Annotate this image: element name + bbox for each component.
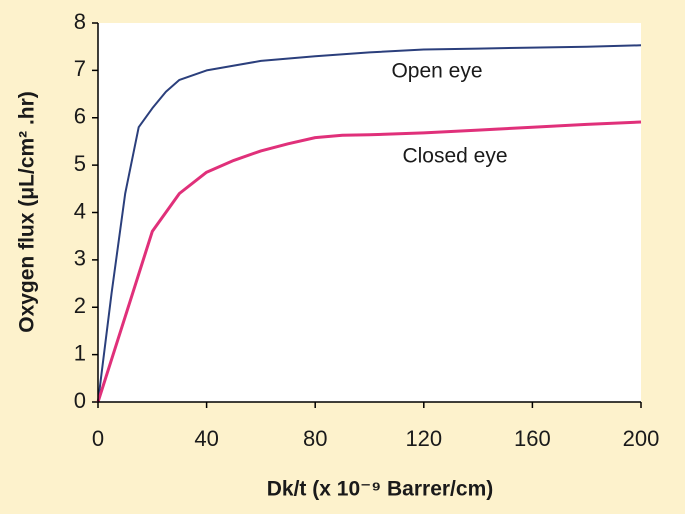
series-label: Open eye bbox=[391, 60, 482, 83]
y-tick-label: 6 bbox=[74, 104, 86, 129]
plot-area bbox=[98, 23, 641, 402]
x-axis-label: Dk/t (x 10⁻⁹ Barrer/cm) bbox=[267, 478, 493, 501]
y-tick-label: 4 bbox=[74, 198, 86, 223]
x-tick-label: 40 bbox=[194, 426, 218, 451]
series-label: Closed eye bbox=[402, 145, 507, 168]
y-tick-label: 3 bbox=[74, 246, 86, 271]
series-line bbox=[97, 44, 642, 403]
y-tick-label: 0 bbox=[74, 388, 86, 413]
x-tick-label: 160 bbox=[514, 426, 551, 451]
y-tick-label: 7 bbox=[74, 56, 86, 81]
x-tick-label: 0 bbox=[92, 426, 104, 451]
x-tick-label: 200 bbox=[623, 426, 660, 451]
y-tick-label: 1 bbox=[74, 340, 86, 365]
series-line bbox=[96, 120, 642, 403]
y-tick-label: 8 bbox=[74, 9, 86, 34]
x-tick-label: 120 bbox=[405, 426, 442, 451]
y-tick-label: 5 bbox=[74, 151, 86, 176]
y-axis-label: Oxygen flux (μL/cm² .hr) bbox=[16, 91, 39, 333]
x-tick-label: 80 bbox=[303, 426, 327, 451]
y-tick-label: 2 bbox=[74, 293, 86, 318]
